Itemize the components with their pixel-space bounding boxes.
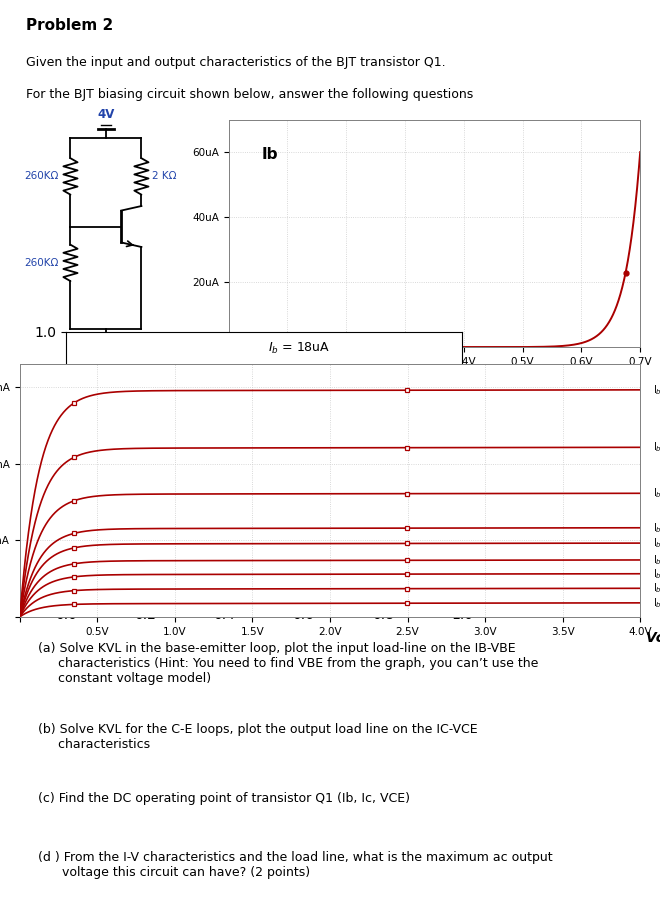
Text: I$_b$ = 2uA: I$_b$ = 2uA bbox=[653, 596, 660, 610]
Text: Ib: Ib bbox=[261, 146, 278, 162]
Text: $I_b$ = 18uA: $I_b$ = 18uA bbox=[268, 342, 330, 356]
Text: 4V: 4V bbox=[97, 108, 115, 121]
Text: I$_b$ = 4uA: I$_b$ = 4uA bbox=[653, 581, 660, 595]
Text: Problem 2: Problem 2 bbox=[26, 18, 114, 33]
Text: (d ) From the I-V characteristics and the load line, what is the maximum ac outp: (d ) From the I-V characteristics and th… bbox=[38, 851, 553, 879]
Text: (a) Solve KVL in the base-emitter loop, plot the input load-line on the IB-VBE
 : (a) Solve KVL in the base-emitter loop, … bbox=[38, 642, 539, 685]
Text: I$_b$ = 16uA: I$_b$ = 16uA bbox=[653, 440, 660, 454]
Text: I$_b$ = 14uA: I$_b$ = 14uA bbox=[653, 486, 660, 500]
Text: 260KΩ: 260KΩ bbox=[24, 171, 58, 181]
Text: For the BJT biasing circuit shown below, answer the following questions: For the BJT biasing circuit shown below,… bbox=[26, 87, 473, 100]
Text: I$_b$ = 18uA: I$_b$ = 18uA bbox=[653, 383, 660, 397]
Text: I$_b$ = 8uA: I$_b$ = 8uA bbox=[653, 553, 660, 566]
Text: (c) Find the DC operating point of transistor Q1 (Ib, Ic, VCE): (c) Find the DC operating point of trans… bbox=[38, 792, 411, 805]
Text: I$_b$ = 6uA: I$_b$ = 6uA bbox=[653, 566, 660, 580]
Text: I$_b$ = 10uA: I$_b$ = 10uA bbox=[653, 536, 660, 550]
Text: 260KΩ: 260KΩ bbox=[24, 258, 58, 268]
Text: Given the input and output characteristics of the BJT transistor Q1.: Given the input and output characteristi… bbox=[26, 56, 446, 69]
Text: (b) Solve KVL for the C-E loops, plot the output load line on the IC-VCE
     ch: (b) Solve KVL for the C-E loops, plot th… bbox=[38, 723, 478, 751]
Text: Vbe: Vbe bbox=[610, 377, 640, 391]
Text: I$_b$ = 12uA: I$_b$ = 12uA bbox=[653, 521, 660, 535]
Text: Vce: Vce bbox=[646, 631, 660, 645]
Text: 2 KΩ: 2 KΩ bbox=[152, 171, 176, 181]
